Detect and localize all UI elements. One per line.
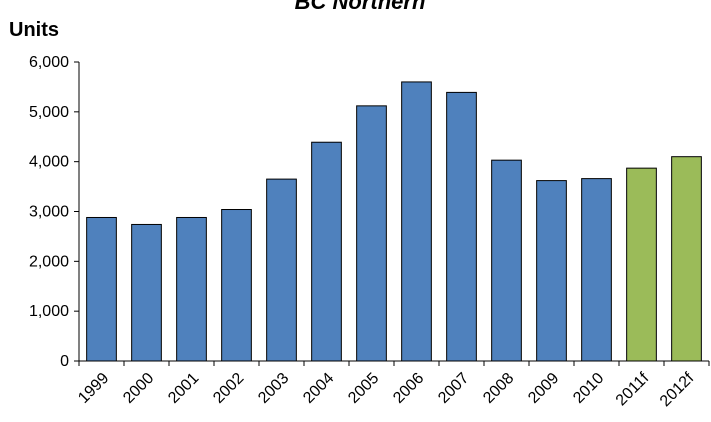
x-tick-label: 2007 xyxy=(435,370,472,407)
bar xyxy=(446,91,477,362)
bar xyxy=(626,167,657,362)
x-tick-label: 2001 xyxy=(165,370,202,407)
y-tick-label: 0 xyxy=(60,353,69,370)
x-tick-label: 2003 xyxy=(255,370,292,407)
bars xyxy=(86,81,702,362)
x-tick-label: 2000 xyxy=(120,370,157,407)
x-tick-label: 2009 xyxy=(525,370,562,407)
bar xyxy=(491,159,522,362)
x-axis: 1999 2000 2001 2002 2003 2004 2005 2006 2007 2008… xyxy=(75,360,710,410)
x-tick-label: 2012f xyxy=(657,369,698,410)
bar xyxy=(266,178,297,362)
bar xyxy=(401,81,432,362)
bar xyxy=(86,216,117,362)
bar xyxy=(311,141,342,362)
x-tick-label: 2011f xyxy=(613,369,653,409)
y-tick-label: 1,000 xyxy=(29,303,69,320)
bar xyxy=(356,105,387,362)
x-tick-label: 2004 xyxy=(300,370,337,407)
y-tick-label: 6,000 xyxy=(29,54,69,71)
x-tick-label: 2002 xyxy=(210,370,247,407)
y-tick-label: 2,000 xyxy=(29,253,69,270)
y-tick-label: 4,000 xyxy=(29,154,69,171)
bar xyxy=(536,180,567,362)
y-tick-label: 5,000 xyxy=(29,104,69,121)
bar xyxy=(176,216,207,362)
x-tick-label: 2006 xyxy=(390,370,427,407)
y-axis-label: Units xyxy=(9,19,59,41)
x-tick-label: 2010 xyxy=(570,370,607,407)
chart-title: BC Northern xyxy=(295,0,426,14)
bar xyxy=(671,156,702,362)
y-tick-label: 3,000 xyxy=(29,204,69,221)
bar xyxy=(581,178,612,362)
bar xyxy=(131,223,162,362)
x-tick-label: 2005 xyxy=(345,370,382,407)
y-axis: 0 1,000 2,000 3,000 4,000 5,000 6,000 xyxy=(29,54,80,370)
x-tick-label: 1999 xyxy=(75,370,112,407)
x-tick-label: 2008 xyxy=(480,370,517,407)
bar xyxy=(221,209,252,362)
